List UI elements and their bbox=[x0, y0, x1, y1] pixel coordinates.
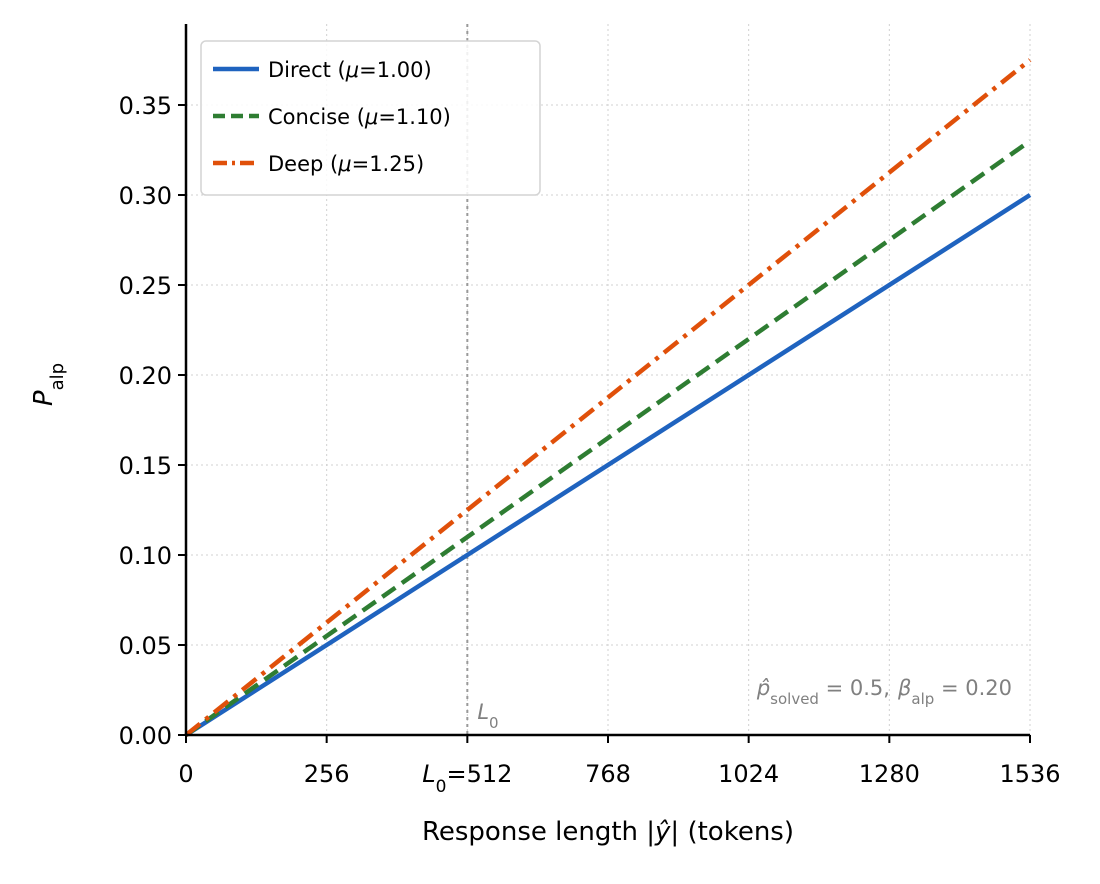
y-tick-label: 0.00 bbox=[119, 722, 172, 750]
series-line-concise bbox=[184, 139, 1032, 737]
series-line-direct bbox=[184, 193, 1032, 737]
x-tick-label: 256 bbox=[304, 760, 350, 788]
y-tick-label: 0.15 bbox=[119, 452, 172, 480]
x-tick-label: 0 bbox=[178, 760, 193, 788]
legend-label-deep: Deep (μ=1.25) bbox=[268, 152, 424, 176]
x-tick-label: 1280 bbox=[859, 760, 920, 788]
y-axis-title: Palp bbox=[29, 363, 68, 406]
l0-reference-label: L0 bbox=[477, 700, 498, 732]
y-tick-label: 0.30 bbox=[119, 182, 172, 210]
y-axis-ticks: 0.00 0.05 0.10 0.15 0.20 0.25 0.30 0.35 bbox=[119, 92, 186, 750]
legend-label-concise: Concise (μ=1.10) bbox=[268, 105, 451, 129]
x-axis-ticks: 0 256 L0=512 768 1024 1280 1536 bbox=[178, 735, 1061, 797]
parameters-annotation: p̂solved = 0.5, βalp = 0.20 bbox=[756, 676, 1012, 708]
x-tick-label: 1024 bbox=[718, 760, 779, 788]
y-tick-label: 0.20 bbox=[119, 362, 172, 390]
x-tick-label: L0=512 bbox=[422, 760, 512, 797]
x-tick-label: 768 bbox=[585, 760, 631, 788]
x-axis-title: Response length |ŷ| (tokens) bbox=[422, 817, 794, 847]
series-lines bbox=[184, 58, 1032, 737]
legend-label-direct: Direct (μ=1.00) bbox=[268, 58, 432, 82]
legend-box bbox=[200, 40, 541, 196]
y-tick-label: 0.05 bbox=[119, 632, 172, 660]
y-tick-label: 0.35 bbox=[119, 92, 172, 120]
x-tick-label: 1536 bbox=[999, 760, 1060, 788]
y-tick-label: 0.10 bbox=[119, 542, 172, 570]
legend: Direct (μ=1.00) Concise (μ=1.10) Deep (μ=1… bbox=[200, 40, 541, 196]
y-tick-label: 0.25 bbox=[119, 272, 172, 300]
series-line-deep bbox=[184, 58, 1032, 737]
